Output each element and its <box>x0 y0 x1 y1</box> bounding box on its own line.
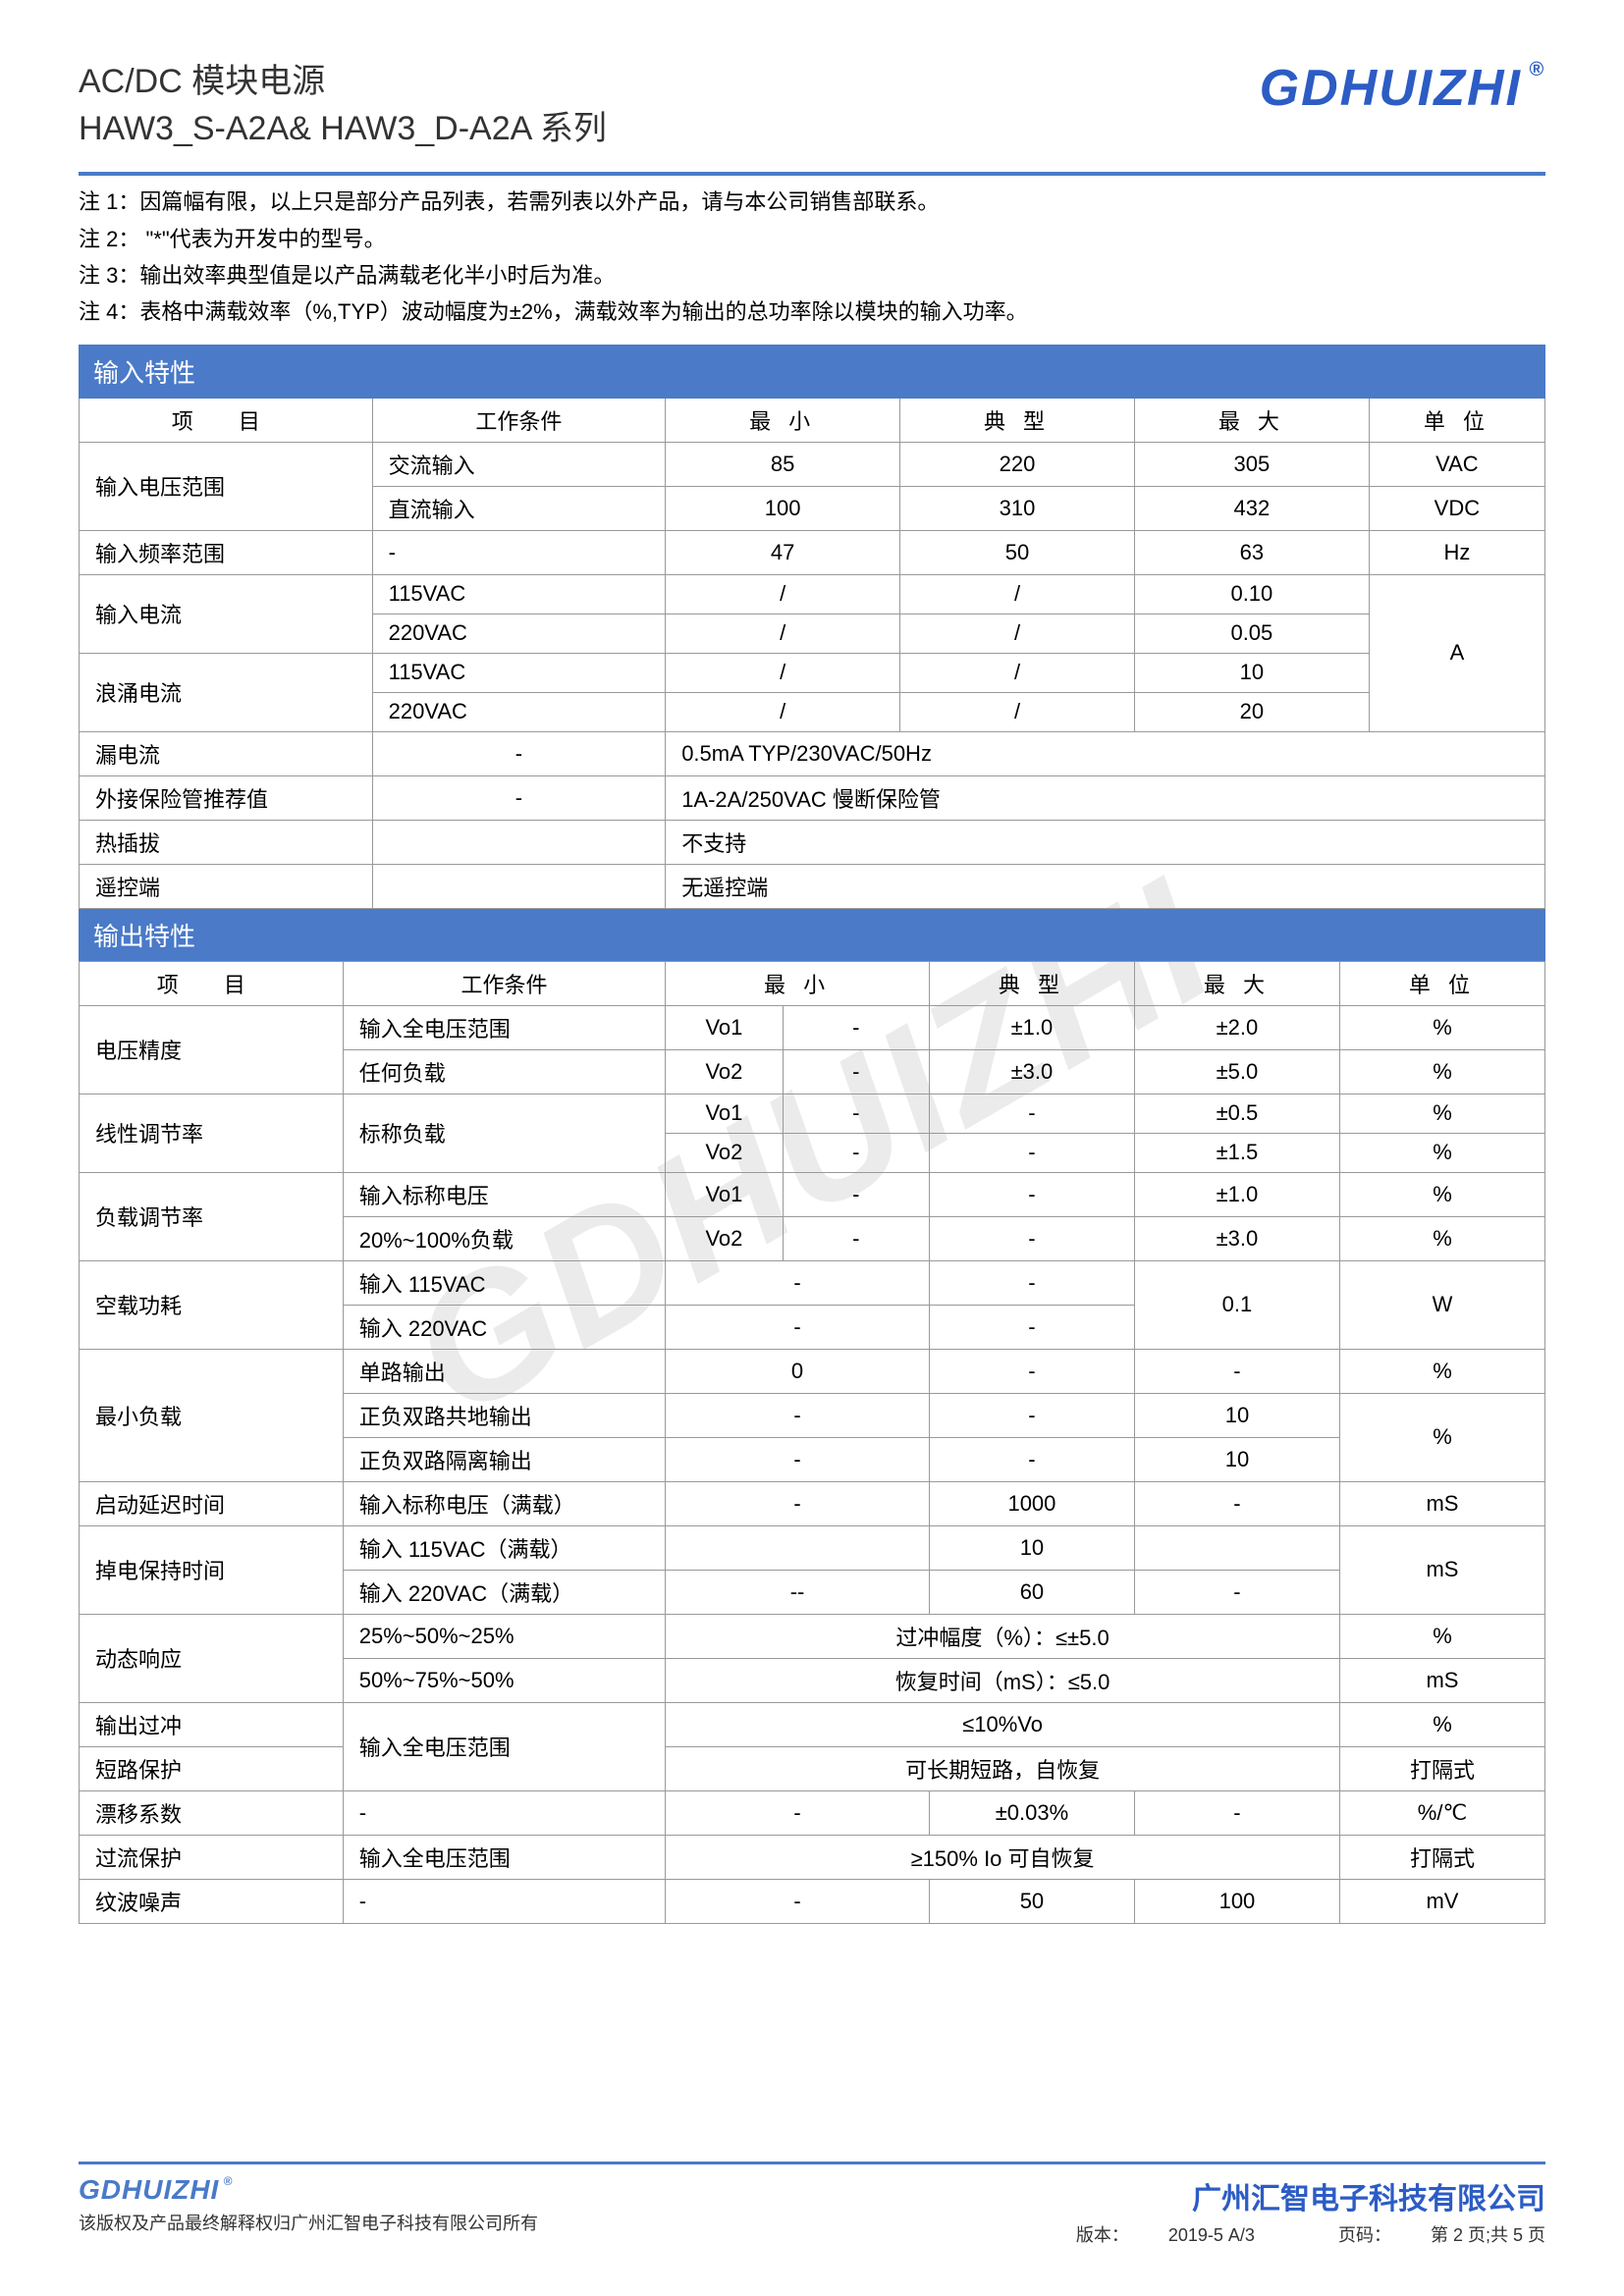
section-output: 输出特性 <box>80 908 1545 961</box>
title-line2: HAW3_S-A2A& HAW3_D-A2A 系列 <box>79 106 607 153</box>
col-headers-out: 项 目 工作条件 最 小 典 型 最 大 单 位 <box>80 961 1545 1005</box>
table-row: 电压精度 输入全电压范围 Vo1 - ±1.0 ±2.0 % <box>80 1005 1545 1049</box>
output-table: 项 目 工作条件 最 小 典 型 最 大 单 位 电压精度 输入全电压范围 Vo… <box>79 961 1545 1924</box>
h-typ: 典 型 <box>900 398 1135 442</box>
footer-logo: GDHUIZHI <box>79 2174 233 2206</box>
page-footer: GDHUIZHI 该版权及产品最终解释权归广州汇智电子科技有限公司所有 广州汇智… <box>79 2162 1545 2247</box>
table-row: 输出过冲 输入全电压范围 ≤10%Vo % <box>80 1702 1545 1746</box>
table-row: 输入频率范围 - 47 50 63 Hz <box>80 530 1545 574</box>
note-4: 注 4：表格中满载效率（%,TYP）波动幅度为±2%，满载效率为输出的总功率除以… <box>79 294 1545 330</box>
page-label: 页码：第 2 页;共 5 页 <box>1299 2225 1545 2245</box>
section-input: 输入特性 <box>80 345 1545 398</box>
page-header: AC/DC 模块电源 HAW3_S-A2A& HAW3_D-A2A 系列 GDH… <box>79 59 1545 152</box>
table-row: 外接保险管推荐值 - 1A-2A/250VAC 慢断保险管 <box>80 775 1545 820</box>
table-row: 线性调节率 标称负载 Vo1 - - ±0.5 % <box>80 1094 1545 1133</box>
table-row: 漂移系数 - - ±0.03% - %/℃ <box>80 1790 1545 1835</box>
table-row: 空载功耗 输入 115VAC - - 0.1 W <box>80 1260 1545 1305</box>
table-row: 热插拔 不支持 <box>80 820 1545 864</box>
table-row: 输入电压范围 交流输入 85 220 305 VAC <box>80 442 1545 486</box>
footer-left: GDHUIZHI 该版权及产品最终解释权归广州汇智电子科技有限公司所有 <box>79 2174 538 2235</box>
table-row: 过流保护 输入全电压范围 ≥150% Io 可自恢复 打隔式 <box>80 1835 1545 1879</box>
h-item: 项 目 <box>80 398 373 442</box>
brand-logo: GDHUIZHI <box>1260 59 1545 118</box>
notes-block: 注 1：因篇幅有限，以上只是部分产品列表，若需列表以外产品，请与本公司销售部联系… <box>79 184 1545 331</box>
table-row: 负载调节率 输入标称电压 Vo1 - - ±1.0 % <box>80 1172 1545 1216</box>
table-row: 短路保护 可长期短路，自恢复 打隔式 <box>80 1746 1545 1790</box>
footer-right: 广州汇智电子科技有限公司 版本：2019-5 A/3 页码：第 2 页;共 5 … <box>998 2174 1545 2247</box>
table-row: 最小负载 单路输出 0 - - % <box>80 1349 1545 1393</box>
h-unit: 单 位 <box>1369 398 1544 442</box>
table-row: 掉电保持时间 输入 115VAC（满载） 10 mS <box>80 1525 1545 1570</box>
note-3: 注 3：输出效率典型值是以产品满载老化半小时后为准。 <box>79 257 1545 294</box>
table-row: 漏电流 - 0.5mA TYP/230VAC/50Hz <box>80 731 1545 775</box>
table-row: 启动延迟时间 输入标称电压（满载） - 1000 - mS <box>80 1481 1545 1525</box>
table-row: 输入电流 115VAC / / 0.10 A <box>80 574 1545 614</box>
table-row: 遥控端 无遥控端 <box>80 864 1545 908</box>
footer-divider <box>79 2162 1545 2164</box>
version-label: 版本：2019-5 A/3 <box>1037 2225 1255 2245</box>
title-block: AC/DC 模块电源 HAW3_S-A2A& HAW3_D-A2A 系列 <box>79 59 607 152</box>
footer-meta: 版本：2019-5 A/3 页码：第 2 页;共 5 页 <box>998 2221 1545 2247</box>
col-headers: 项 目 工作条件 最 小 典 型 最 大 单 位 <box>80 398 1545 442</box>
table-row: 浪涌电流 115VAC / / 10 <box>80 653 1545 692</box>
table-row: 动态响应 25%~50%~25% 过冲幅度（%）：≤±5.0 % <box>80 1614 1545 1658</box>
note-2: 注 2： "*"代表为开发中的型号。 <box>79 221 1545 257</box>
footer-company: 广州汇智电子科技有限公司 <box>998 2174 1545 2217</box>
table-row: 纹波噪声 - - 50 100 mV <box>80 1879 1545 1923</box>
title-line1: AC/DC 模块电源 <box>79 59 607 106</box>
footer-copyright: 该版权及产品最终解释权归广州汇智电子科技有限公司所有 <box>79 2210 538 2235</box>
h-min: 最 小 <box>666 398 900 442</box>
h-max: 最 大 <box>1134 398 1369 442</box>
header-divider <box>79 172 1545 176</box>
h-cond: 工作条件 <box>372 398 666 442</box>
input-table: 输入特性 项 目 工作条件 最 小 典 型 最 大 单 位 输入电压范围 交流输… <box>79 345 1545 962</box>
note-1: 注 1：因篇幅有限，以上只是部分产品列表，若需列表以外产品，请与本公司销售部联系… <box>79 184 1545 220</box>
